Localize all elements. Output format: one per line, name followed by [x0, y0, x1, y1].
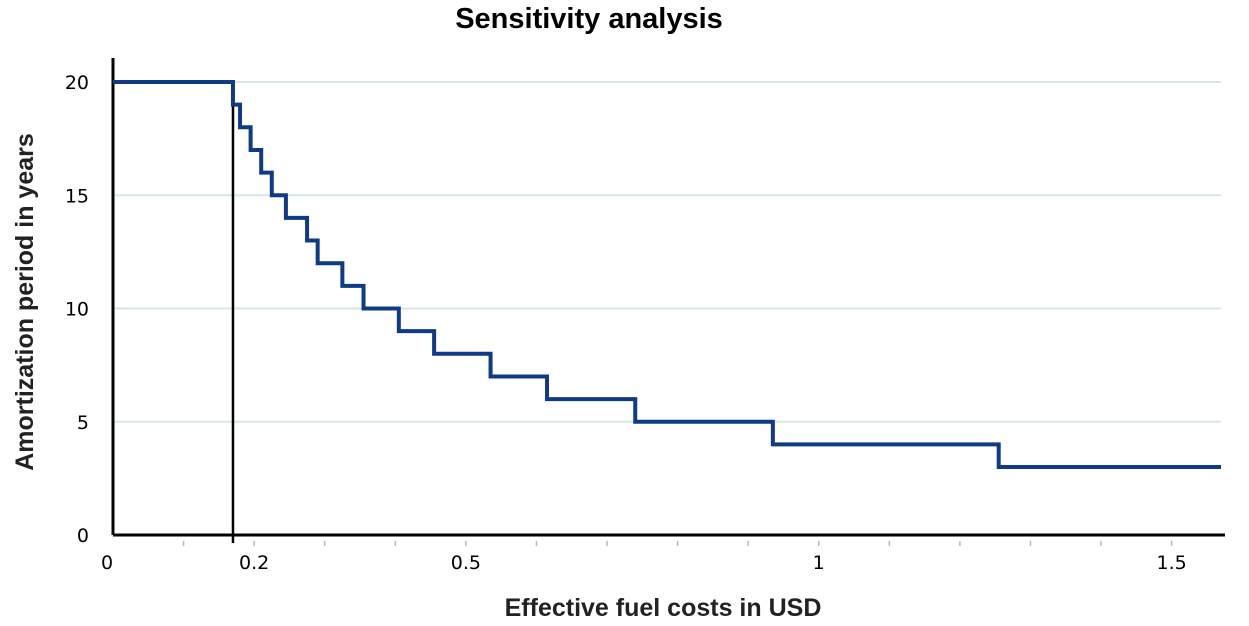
x-tick-label-0-2: 0.2	[239, 552, 269, 574]
y-tick-label-0: 0	[77, 525, 89, 547]
gridlines	[113, 81, 1221, 423]
x-tick-label-1: 1	[813, 552, 825, 574]
y-tick-label-10: 10	[65, 299, 89, 321]
y-axis-title: Amortization period in years	[11, 133, 39, 471]
series-line-amortization-period	[113, 80, 1221, 470]
x-tick-label-0-5: 0.5	[451, 552, 481, 574]
y-tick-label-5: 5	[77, 412, 89, 434]
y-tick-labels: 0 5 10 15 20	[65, 72, 89, 547]
x-axis-title: Effective fuel costs in USD	[505, 594, 822, 622]
x-tick-label-1-5: 1.5	[1156, 552, 1186, 574]
x-tick-label-0: 0	[101, 552, 113, 574]
x-minor-ticks	[182, 541, 1173, 546]
y-tick-label-15: 15	[65, 185, 89, 207]
chart-title: Sensitivity analysis	[455, 3, 723, 35]
x-tick-labels: 0 0.2 0.5 1 1.5	[101, 552, 1187, 574]
y-tick-label-20: 20	[65, 72, 89, 94]
